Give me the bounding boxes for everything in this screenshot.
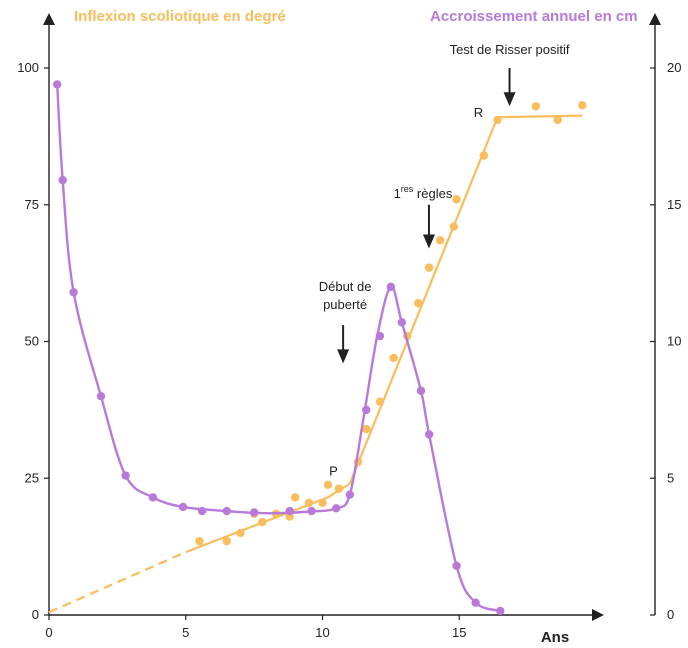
annotation-debut-arrow-head <box>337 349 350 364</box>
violet-point <box>362 405 371 415</box>
y-axis-right-arrow <box>649 13 661 25</box>
violet-point <box>331 504 341 513</box>
violet-point <box>249 508 259 517</box>
violet-point <box>471 598 480 607</box>
y-left-tick-label: 75 <box>25 197 39 212</box>
orange-point <box>362 424 371 434</box>
orange-fit-line <box>185 114 583 554</box>
y-left-tick-label: 0 <box>32 607 39 622</box>
violet-point <box>386 282 396 291</box>
orange-dashed-fit <box>48 551 187 614</box>
orange-point <box>435 236 445 245</box>
x-axis-arrow <box>592 609 604 621</box>
legend-left-title: Inflexion scoliotique en degré <box>74 8 286 25</box>
y-right-tick-label: 15 <box>667 197 681 212</box>
orange-point <box>195 536 204 546</box>
orange-point <box>424 263 434 272</box>
violet-point <box>53 80 62 89</box>
orange-point <box>479 151 489 160</box>
y-axis-left-arrow <box>43 13 55 25</box>
orange-point <box>553 115 562 125</box>
annotation-debut-line1: Début de <box>319 279 372 294</box>
orange-point <box>334 484 344 493</box>
y-left-tick-label: 25 <box>25 470 39 485</box>
violet-point <box>496 606 505 616</box>
violet-point <box>307 506 316 516</box>
violet-curve <box>56 84 501 613</box>
x-tick-label: 5 <box>182 625 189 640</box>
y-left-tick-label: 100 <box>17 60 39 75</box>
x-tick-label: 0 <box>45 625 52 640</box>
violet-point <box>375 331 385 341</box>
orange-point <box>389 353 398 363</box>
violet-point <box>397 318 407 327</box>
y-right-tick-label: 0 <box>667 607 674 622</box>
annotation-debut-line2: puberté <box>323 297 367 312</box>
y-right-tick-label: 10 <box>667 334 681 349</box>
x-tick-label: 10 <box>315 625 329 640</box>
violet-point <box>121 471 130 480</box>
violet-point <box>69 288 78 297</box>
orange-point <box>290 493 300 502</box>
orange-point <box>452 195 461 204</box>
x-tick-label: 15 <box>452 625 466 640</box>
annotation-r: R <box>474 105 483 120</box>
violet-point <box>197 506 207 516</box>
y-right-tick-label: 5 <box>667 470 674 485</box>
annotation-risser-arrow-head <box>503 92 516 107</box>
orange-point <box>222 536 231 546</box>
violet-point <box>148 493 158 502</box>
y-left-tick-label: 50 <box>25 334 39 349</box>
violet-point <box>285 506 294 516</box>
orange-point <box>449 222 458 231</box>
violet-point <box>96 392 106 401</box>
legend-right-title: Accroissement annuel en cm <box>430 8 638 25</box>
orange-point <box>258 517 267 527</box>
violet-point <box>424 430 434 439</box>
violet-point <box>58 175 67 185</box>
violet-point <box>452 561 461 570</box>
orange-point <box>531 102 541 111</box>
violet-point <box>416 386 426 395</box>
orange-point <box>414 299 423 308</box>
violet-point <box>222 506 231 516</box>
orange-point <box>236 528 245 538</box>
orange-point <box>493 115 502 125</box>
orange-point <box>323 480 333 490</box>
annotation-regles-sup: res <box>401 184 414 194</box>
orange-point <box>304 498 314 508</box>
annotation-regles-base: 1 <box>394 186 401 201</box>
annotation-regles-arrow-head <box>422 234 435 249</box>
violet-point <box>178 502 188 512</box>
orange-point <box>375 397 385 406</box>
annotation-p: P <box>329 464 338 479</box>
annotation-regles-text: règles <box>413 186 453 201</box>
orange-point <box>318 498 327 508</box>
violet-point <box>345 490 355 499</box>
annotation-regles: 1res règles <box>394 184 453 201</box>
annotation-risser: Test de Risser positif <box>450 42 570 57</box>
y-right-tick-label: 20 <box>667 60 681 75</box>
x-axis-title: Ans <box>541 629 569 646</box>
orange-point <box>578 100 587 110</box>
